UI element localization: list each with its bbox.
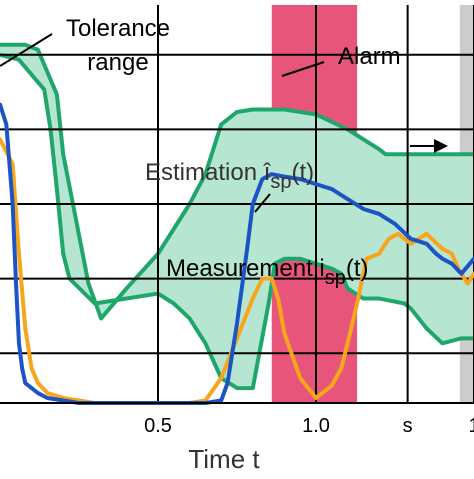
tolerance-label: Tolerance [66, 15, 170, 42]
grid [0, 5, 474, 403]
tolerance-band [0, 42, 474, 391]
measurement-label-main: Measurement i [166, 255, 325, 282]
estimation-label-main: Estimation î [145, 159, 272, 186]
tolerance-label-line2: range [87, 49, 148, 76]
x-axis: 0.5 1.0 s 1 [0, 402, 474, 437]
x-tick-label-1: 1.0 [302, 415, 330, 437]
measurement-label: Measurement isp(t) [166, 255, 369, 289]
tolerance-leader-line [0, 33, 53, 67]
alarm-leader-line [281, 61, 325, 77]
x-tick-label-2: s [403, 415, 413, 437]
x-tick-label-3: 1 [468, 415, 474, 437]
boundary-arrow-head [434, 139, 448, 153]
tolerance-upper-bound [0, 42, 474, 321]
tolerance-lower-bound [0, 52, 474, 391]
measurement-label-sub: sp [325, 267, 346, 289]
estimation-line [0, 102, 474, 405]
series-lines [0, 102, 474, 405]
estimation-label-suffix: (t) [292, 159, 315, 186]
estimation-label: Estimation îsp(t) [145, 159, 314, 193]
alarm-label: Alarm [338, 43, 401, 70]
measurement-label-suffix: (t) [346, 255, 369, 282]
estimation-label-sub: sp [270, 171, 291, 193]
measurement-line [0, 137, 474, 405]
estimation-leader-line [254, 193, 271, 213]
tolerance-band-fill [0, 44, 474, 389]
x-tick-label-0: 0.5 [144, 415, 172, 437]
x-axis-label: Time t [188, 444, 260, 474]
annotations: Tolerance range Alarm Estimation îsp(t) … [0, 15, 448, 289]
